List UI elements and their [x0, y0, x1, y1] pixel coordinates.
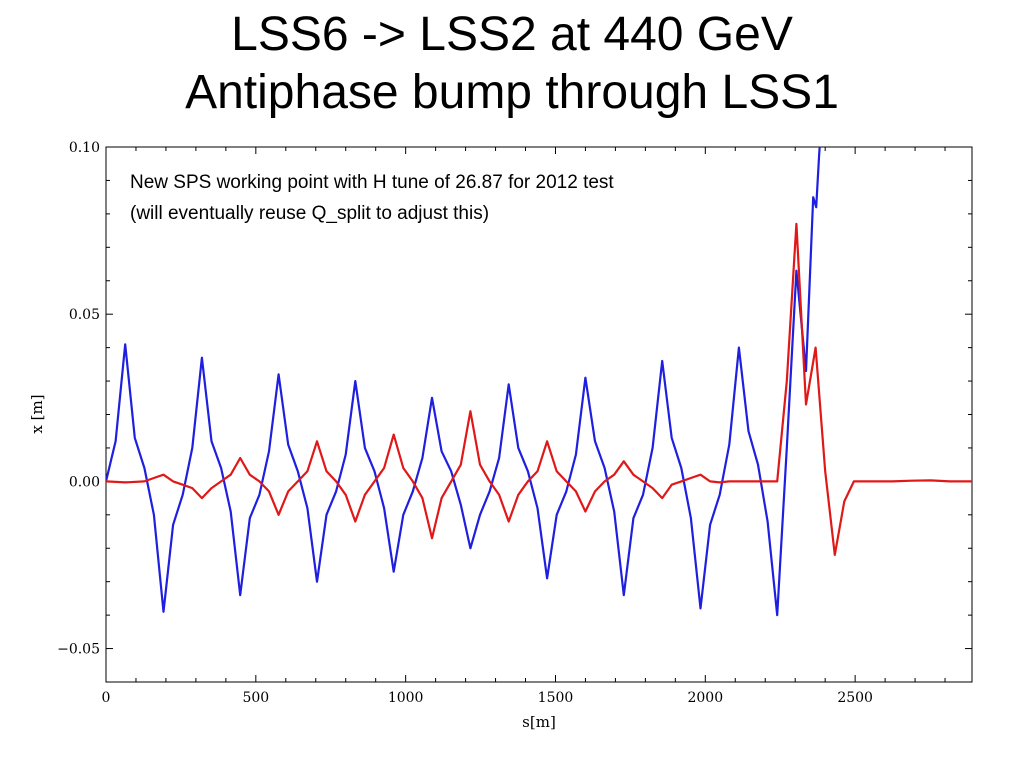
- annotation-line1: New SPS working point with H tune of 26.…: [130, 172, 614, 193]
- slide-title: LSS6 -> LSS2 at 440 GeV Antiphase bump t…: [0, 6, 1024, 122]
- x-tick-label: 2000: [687, 690, 723, 706]
- plot-frame: [105, 146, 973, 683]
- series-line-blue: [106, 147, 821, 617]
- x-axis-label: s[m]: [522, 713, 556, 731]
- y-tick-label: 0.05: [69, 307, 100, 323]
- axis-ticks: [105, 146, 972, 683]
- x-tick-label: 2500: [837, 690, 873, 706]
- x-tick-label: 1000: [388, 690, 424, 706]
- x-tick-label: 0: [102, 690, 111, 706]
- y-tick-label: −0.05: [57, 642, 100, 658]
- series-group: [106, 147, 972, 617]
- x-tick-label: 1500: [538, 690, 574, 706]
- x-tick-label: 500: [242, 690, 269, 706]
- y-axis-label: x [m]: [28, 394, 46, 433]
- series-line-red: [106, 222, 972, 557]
- tick-labels: 0 500 1000 1500 2000 2500 −0.05 0.00 0.05 0.10: [57, 140, 873, 706]
- slide-title-line2: Antiphase bump through LSS1: [185, 66, 839, 119]
- slide-title-line1: LSS6 -> LSS2 at 440 GeV: [231, 8, 793, 61]
- y-tick-label: 0.00: [69, 474, 100, 490]
- annotation-line2: (will eventually reuse Q_split to adjust…: [130, 203, 489, 224]
- y-tick-label: 0.10: [69, 140, 100, 156]
